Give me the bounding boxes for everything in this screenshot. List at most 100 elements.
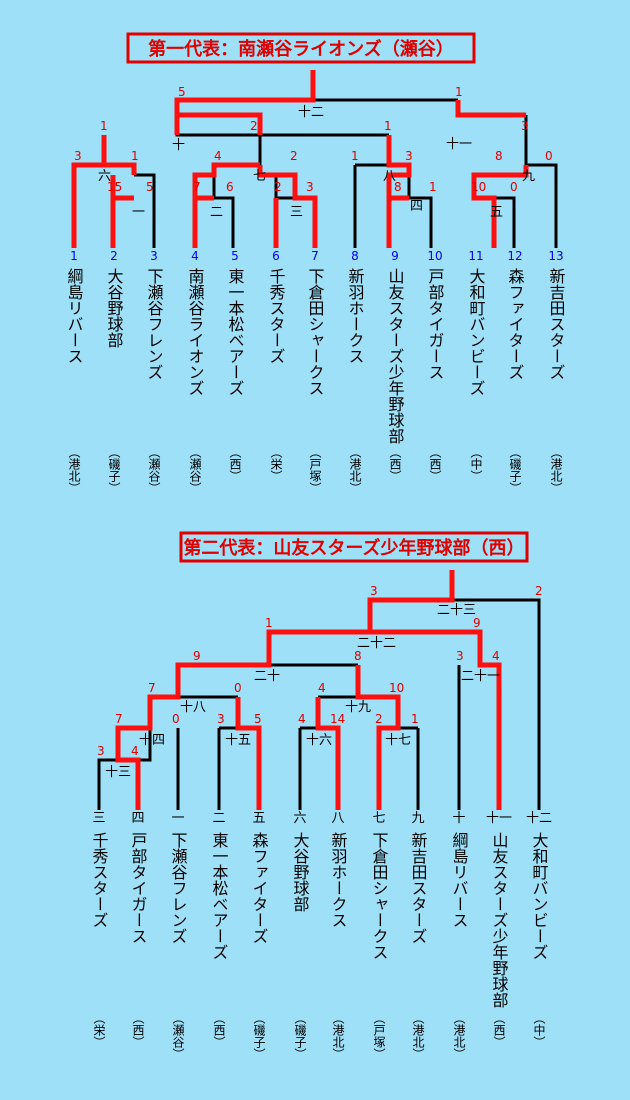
- team-district: （中）: [532, 1012, 546, 1048]
- round-label: 十四: [139, 733, 165, 748]
- round-label: 二十一: [461, 669, 500, 684]
- score: 2: [274, 180, 282, 194]
- score: 4: [214, 149, 222, 163]
- team-name: 綱島リバース: [450, 832, 469, 928]
- round-label: 四: [410, 199, 423, 214]
- score: 7: [148, 681, 156, 695]
- round-label: 五: [490, 205, 503, 220]
- score: 8: [394, 180, 402, 194]
- team-district: （港北）: [411, 1012, 425, 1060]
- seed-number: 6: [272, 249, 280, 263]
- round-label: 十六: [306, 733, 332, 748]
- bracket-2: 第二代表：山友スターズ少年野球部（西） 3 2 1 9 9 8 3 4 7 0 …: [90, 531, 553, 1060]
- score: 0: [234, 681, 242, 695]
- team-name: 戸部タイガース: [426, 268, 445, 380]
- score: 1: [429, 180, 437, 194]
- score: 0: [172, 712, 180, 726]
- game-number: 九: [411, 811, 424, 826]
- score: 5: [146, 180, 154, 194]
- round-label: 十八: [180, 700, 206, 715]
- bracket-2-rounds: 十三 十四 十五 十六 十七 十八 十九 二十 二十一 二十二 二十三: [105, 603, 500, 780]
- bracket-1-winner-path: [71, 70, 529, 248]
- seed-number: 11: [468, 249, 483, 263]
- score: 4: [298, 712, 306, 726]
- team-district: （港北）: [452, 1012, 466, 1060]
- score: 2: [250, 119, 258, 133]
- bracket-1-rounds: 一 二 三 四 五 六 七 八 九 十 十一 十二: [98, 105, 535, 220]
- score: 8: [495, 149, 503, 163]
- seed-number: 9: [391, 249, 399, 263]
- team-name: 戸部タイガース: [129, 832, 148, 944]
- round-label: 十二: [298, 105, 324, 120]
- team-district: （西）: [212, 1012, 226, 1048]
- round-label: 十一: [446, 137, 472, 152]
- team-district: （戸塚）: [372, 1012, 386, 1060]
- team-name: 大和町バンビーズ: [530, 832, 549, 960]
- team-district: （磯子）: [293, 1012, 307, 1060]
- score: 1: [100, 119, 108, 133]
- round-label: 六: [98, 169, 111, 184]
- team-name: 下倉田シャークス: [370, 832, 389, 960]
- round-label: 三: [290, 205, 303, 220]
- score: 15: [107, 180, 122, 194]
- bracket-2-teams: 三 四 一 二 五 六 八 七 九 十 十一 十二 千秀スターズ 戸部タイガース…: [90, 811, 553, 1060]
- score: 0: [510, 180, 518, 194]
- team-district: （瀬谷）: [171, 1012, 185, 1060]
- score: 3: [97, 744, 105, 758]
- score: 3: [306, 180, 314, 194]
- score: 1: [411, 712, 419, 726]
- team-name: 森ファイターズ: [506, 268, 525, 380]
- score: 14: [330, 712, 345, 726]
- seed-number: 4: [191, 249, 199, 263]
- score: 4: [131, 744, 139, 758]
- bracket-1-title: 第一代表：南瀬谷ライオンズ（瀬谷）: [148, 38, 454, 60]
- seed-number: 1: [70, 249, 78, 263]
- champion-box-2: [179, 531, 529, 563]
- team-district: （栄）: [92, 1012, 106, 1048]
- round-label: 十三: [105, 765, 131, 780]
- score: 3: [217, 712, 225, 726]
- team-district: （港北）: [348, 446, 362, 494]
- score: 1: [384, 119, 392, 133]
- round-label: 九: [522, 169, 535, 184]
- team-name: 千秀スターズ: [90, 832, 109, 928]
- team-name: 山友スターズ少年野球部: [490, 832, 509, 1008]
- round-label: 十七: [385, 733, 411, 748]
- seed-number: 13: [548, 249, 563, 263]
- team-district: （西）: [428, 446, 442, 482]
- team-name: 新吉田スターズ: [409, 832, 428, 944]
- team-name: 綱島リバース: [65, 268, 84, 364]
- team-district: （磯子）: [252, 1012, 266, 1060]
- game-number: 十: [452, 811, 465, 826]
- game-number: 六: [293, 811, 306, 826]
- team-name: 森ファイターズ: [250, 832, 269, 944]
- team-name: 大和町バンビーズ: [467, 268, 486, 396]
- score: 1: [351, 149, 359, 163]
- round-label: 一: [132, 205, 145, 220]
- game-number: 五: [252, 811, 265, 826]
- bracket-1-scores: 5 1 1 2 1 3 3 1 4 2 1 3 8 0 15 5 7 6 2 3…: [74, 85, 553, 194]
- round-label: 十九: [345, 700, 371, 715]
- score: 4: [318, 681, 326, 695]
- game-number: 七: [372, 811, 385, 826]
- score: 7: [193, 180, 201, 194]
- score: 1: [455, 85, 463, 99]
- team-district: （栄）: [269, 446, 283, 482]
- team-name: 下倉田シャークス: [306, 268, 325, 396]
- score: 3: [370, 584, 378, 598]
- team-name: 新羽ホークス: [329, 832, 348, 928]
- round-label: 十五: [225, 733, 251, 748]
- score: 3: [456, 649, 464, 663]
- score: 3: [74, 149, 82, 163]
- team-district: （磯子）: [508, 446, 522, 494]
- score: 2: [535, 584, 543, 598]
- seed-number: 8: [351, 249, 359, 263]
- score: 10: [471, 180, 486, 194]
- score: 2: [290, 149, 298, 163]
- seed-number: 12: [507, 249, 522, 263]
- score: 0: [545, 149, 553, 163]
- game-number: 四: [131, 811, 144, 826]
- score: 3: [521, 119, 529, 133]
- team-district: （西）: [228, 446, 242, 482]
- team-district: （港北）: [67, 446, 81, 494]
